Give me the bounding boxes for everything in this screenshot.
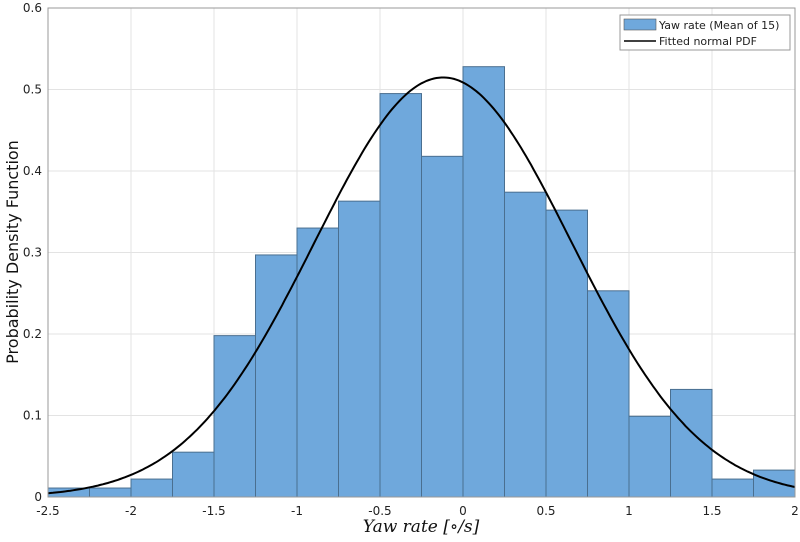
x-tick-label: 1.5 xyxy=(702,504,721,518)
y-tick-label: 0.4 xyxy=(23,164,42,178)
y-tick-label: 0.5 xyxy=(23,83,42,97)
legend: Yaw rate (Mean of 15) Fitted normal PDF xyxy=(619,14,791,51)
legend-label-histogram: Yaw rate (Mean of 15) xyxy=(658,19,779,32)
x-tick-labels: -2.5 -2 -1.5 -1 -0.5 0 0.5 1 1.5 2 xyxy=(36,504,799,518)
x-tick-label: -2 xyxy=(125,504,137,518)
histogram-bar xyxy=(255,254,298,498)
x-tick-label: -0.5 xyxy=(368,504,391,518)
histogram-bar xyxy=(670,388,713,498)
bars xyxy=(47,66,796,498)
plot-frame xyxy=(47,7,796,498)
x-tick-label: -2.5 xyxy=(36,504,59,518)
histogram-bar xyxy=(587,290,630,498)
y-axis-label: Probability Density Function xyxy=(3,140,22,364)
x-tick-label: -1 xyxy=(291,504,303,518)
x-tick-label: 0 xyxy=(459,504,467,518)
y-tick-labels: 0 0.1 0.2 0.3 0.4 0.5 0.6 xyxy=(23,1,42,504)
x-tick-label: 1 xyxy=(625,504,633,518)
histogram-bar xyxy=(130,478,173,498)
y-tick-label: 0.3 xyxy=(23,246,42,260)
histogram-bar xyxy=(711,478,754,498)
legend-swatch-histogram xyxy=(623,18,657,31)
histogram-bar xyxy=(172,451,215,498)
histogram-bar xyxy=(421,155,464,498)
x-tick-label: 2 xyxy=(791,504,799,518)
y-tick-label: 0.2 xyxy=(23,327,42,341)
x-axis-label: Yaw rate [∘/s] xyxy=(363,517,480,537)
histogram-bar xyxy=(504,191,547,498)
histogram-bar xyxy=(753,469,796,498)
legend-label-curve: Fitted normal PDF xyxy=(659,35,757,48)
histogram-bar xyxy=(338,200,381,498)
histogram-bar xyxy=(545,209,588,498)
fitted-normal-curve xyxy=(47,76,796,495)
y-tick-label: 0.1 xyxy=(23,409,42,423)
x-tick-label: 0.5 xyxy=(536,504,555,518)
histogram-bar xyxy=(628,415,671,498)
y-tick-label: 0.6 xyxy=(23,1,42,15)
y-tick-label: 0 xyxy=(34,490,42,504)
histogram-bar xyxy=(296,227,339,498)
histogram-bar xyxy=(89,487,132,498)
histogram-bar xyxy=(462,66,505,498)
histogram-bar xyxy=(213,335,256,498)
histogram-bar xyxy=(379,93,422,498)
x-tick-label: -1.5 xyxy=(202,504,225,518)
